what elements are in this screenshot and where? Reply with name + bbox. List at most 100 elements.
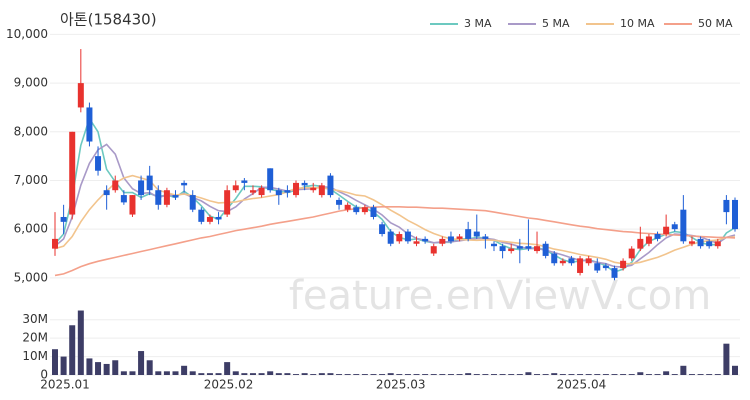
volume-bar (706, 374, 713, 375)
volume-bar (688, 374, 695, 375)
candle-body (241, 180, 248, 183)
candle-body (508, 248, 515, 252)
volume-bar (396, 374, 403, 375)
candle-body (542, 243, 549, 256)
y-tick-label: 7,000 (14, 173, 48, 187)
candle-body (499, 246, 506, 252)
volume-bar (568, 374, 575, 375)
candle-body (344, 204, 351, 210)
candle-body (181, 182, 188, 186)
candle-body (654, 234, 661, 239)
candle-body (232, 185, 239, 191)
x-tick-label: 2025.04 (557, 378, 607, 392)
volume-bar (456, 374, 463, 375)
candle-body (447, 236, 454, 242)
candle-body (224, 190, 231, 215)
candle-body (129, 195, 136, 215)
candle-body (697, 238, 704, 247)
candle-body (568, 258, 575, 264)
volume-bar (620, 374, 627, 375)
candle-body (301, 182, 308, 186)
volume-bar (206, 373, 213, 375)
candle-body (198, 209, 205, 222)
legend-label: 10 MA (620, 17, 655, 30)
candle-body (680, 209, 687, 242)
candle-body (103, 190, 110, 196)
chart-title: 아톤(158430) (60, 11, 157, 29)
volume-bar (447, 374, 454, 375)
candle-body (52, 238, 58, 249)
ma-line (54, 206, 736, 277)
volume-bar (697, 374, 704, 375)
candle-body (293, 182, 300, 196)
volume-bar (671, 374, 678, 375)
candle-body (396, 234, 403, 242)
volume-bar (508, 374, 515, 375)
candle-body (370, 207, 377, 217)
candle-body (456, 236, 463, 239)
candle-body (353, 207, 360, 213)
volume-bar (714, 374, 721, 375)
volume-bar (138, 351, 145, 375)
volume-bar (404, 374, 411, 375)
volume-bar (370, 374, 377, 375)
volume-bar (215, 373, 222, 375)
candle-body (361, 207, 368, 213)
volume-bar (413, 374, 420, 375)
candle-body (525, 246, 532, 249)
candle-body (77, 83, 84, 108)
volume-bar (77, 310, 84, 375)
volume-bar (284, 373, 291, 375)
candle-body (336, 199, 343, 205)
candle-body (413, 241, 420, 244)
volume-bar (663, 371, 670, 375)
volume-bar (602, 374, 609, 375)
y-tick-label: 8,000 (14, 124, 48, 138)
y-tick-label: 30M (22, 312, 48, 326)
candle-body (422, 238, 429, 242)
volume-bar (172, 371, 179, 375)
volume-bar (645, 374, 652, 375)
volume-bar (387, 373, 394, 375)
candle-body (155, 190, 162, 205)
candle-body (146, 175, 153, 191)
candle-body (732, 199, 738, 230)
candle-body (69, 131, 76, 215)
volume-bar (551, 373, 558, 375)
candle-body (611, 268, 618, 278)
y-tick-label: 10,000 (6, 27, 48, 41)
candle-body (327, 175, 334, 196)
candle-body (275, 190, 282, 196)
volume-bar (60, 356, 67, 375)
volume-bar (559, 374, 566, 375)
volume-bar (525, 372, 532, 375)
volume-bar (112, 360, 119, 375)
candle-body (249, 190, 256, 193)
candle-body (645, 236, 652, 244)
volume-bar (637, 372, 644, 375)
volume-bar (258, 373, 265, 375)
candle-body (714, 241, 721, 247)
candle-body (60, 216, 67, 222)
volume-bar (439, 374, 446, 375)
candle-body (671, 224, 678, 230)
legend-label: 50 MA (698, 17, 733, 30)
candle-body (706, 241, 713, 247)
y-tick-label: 9,000 (14, 76, 48, 90)
candle-body (551, 253, 558, 264)
candle-body (559, 260, 566, 264)
volume-bar (490, 374, 497, 375)
volume-bar (353, 374, 360, 375)
x-tick-label: 2025.01 (40, 378, 90, 392)
candle-body (318, 185, 325, 196)
candle-body (172, 195, 179, 198)
volume-bar (310, 374, 317, 375)
volume-bar (336, 374, 343, 375)
volume-bar (327, 373, 334, 375)
volume-bar (241, 373, 248, 375)
candle-body (594, 263, 601, 271)
volume-bar (516, 374, 523, 375)
volume-bar (301, 373, 308, 375)
volume-bar (267, 371, 274, 375)
candle-body (206, 216, 213, 222)
